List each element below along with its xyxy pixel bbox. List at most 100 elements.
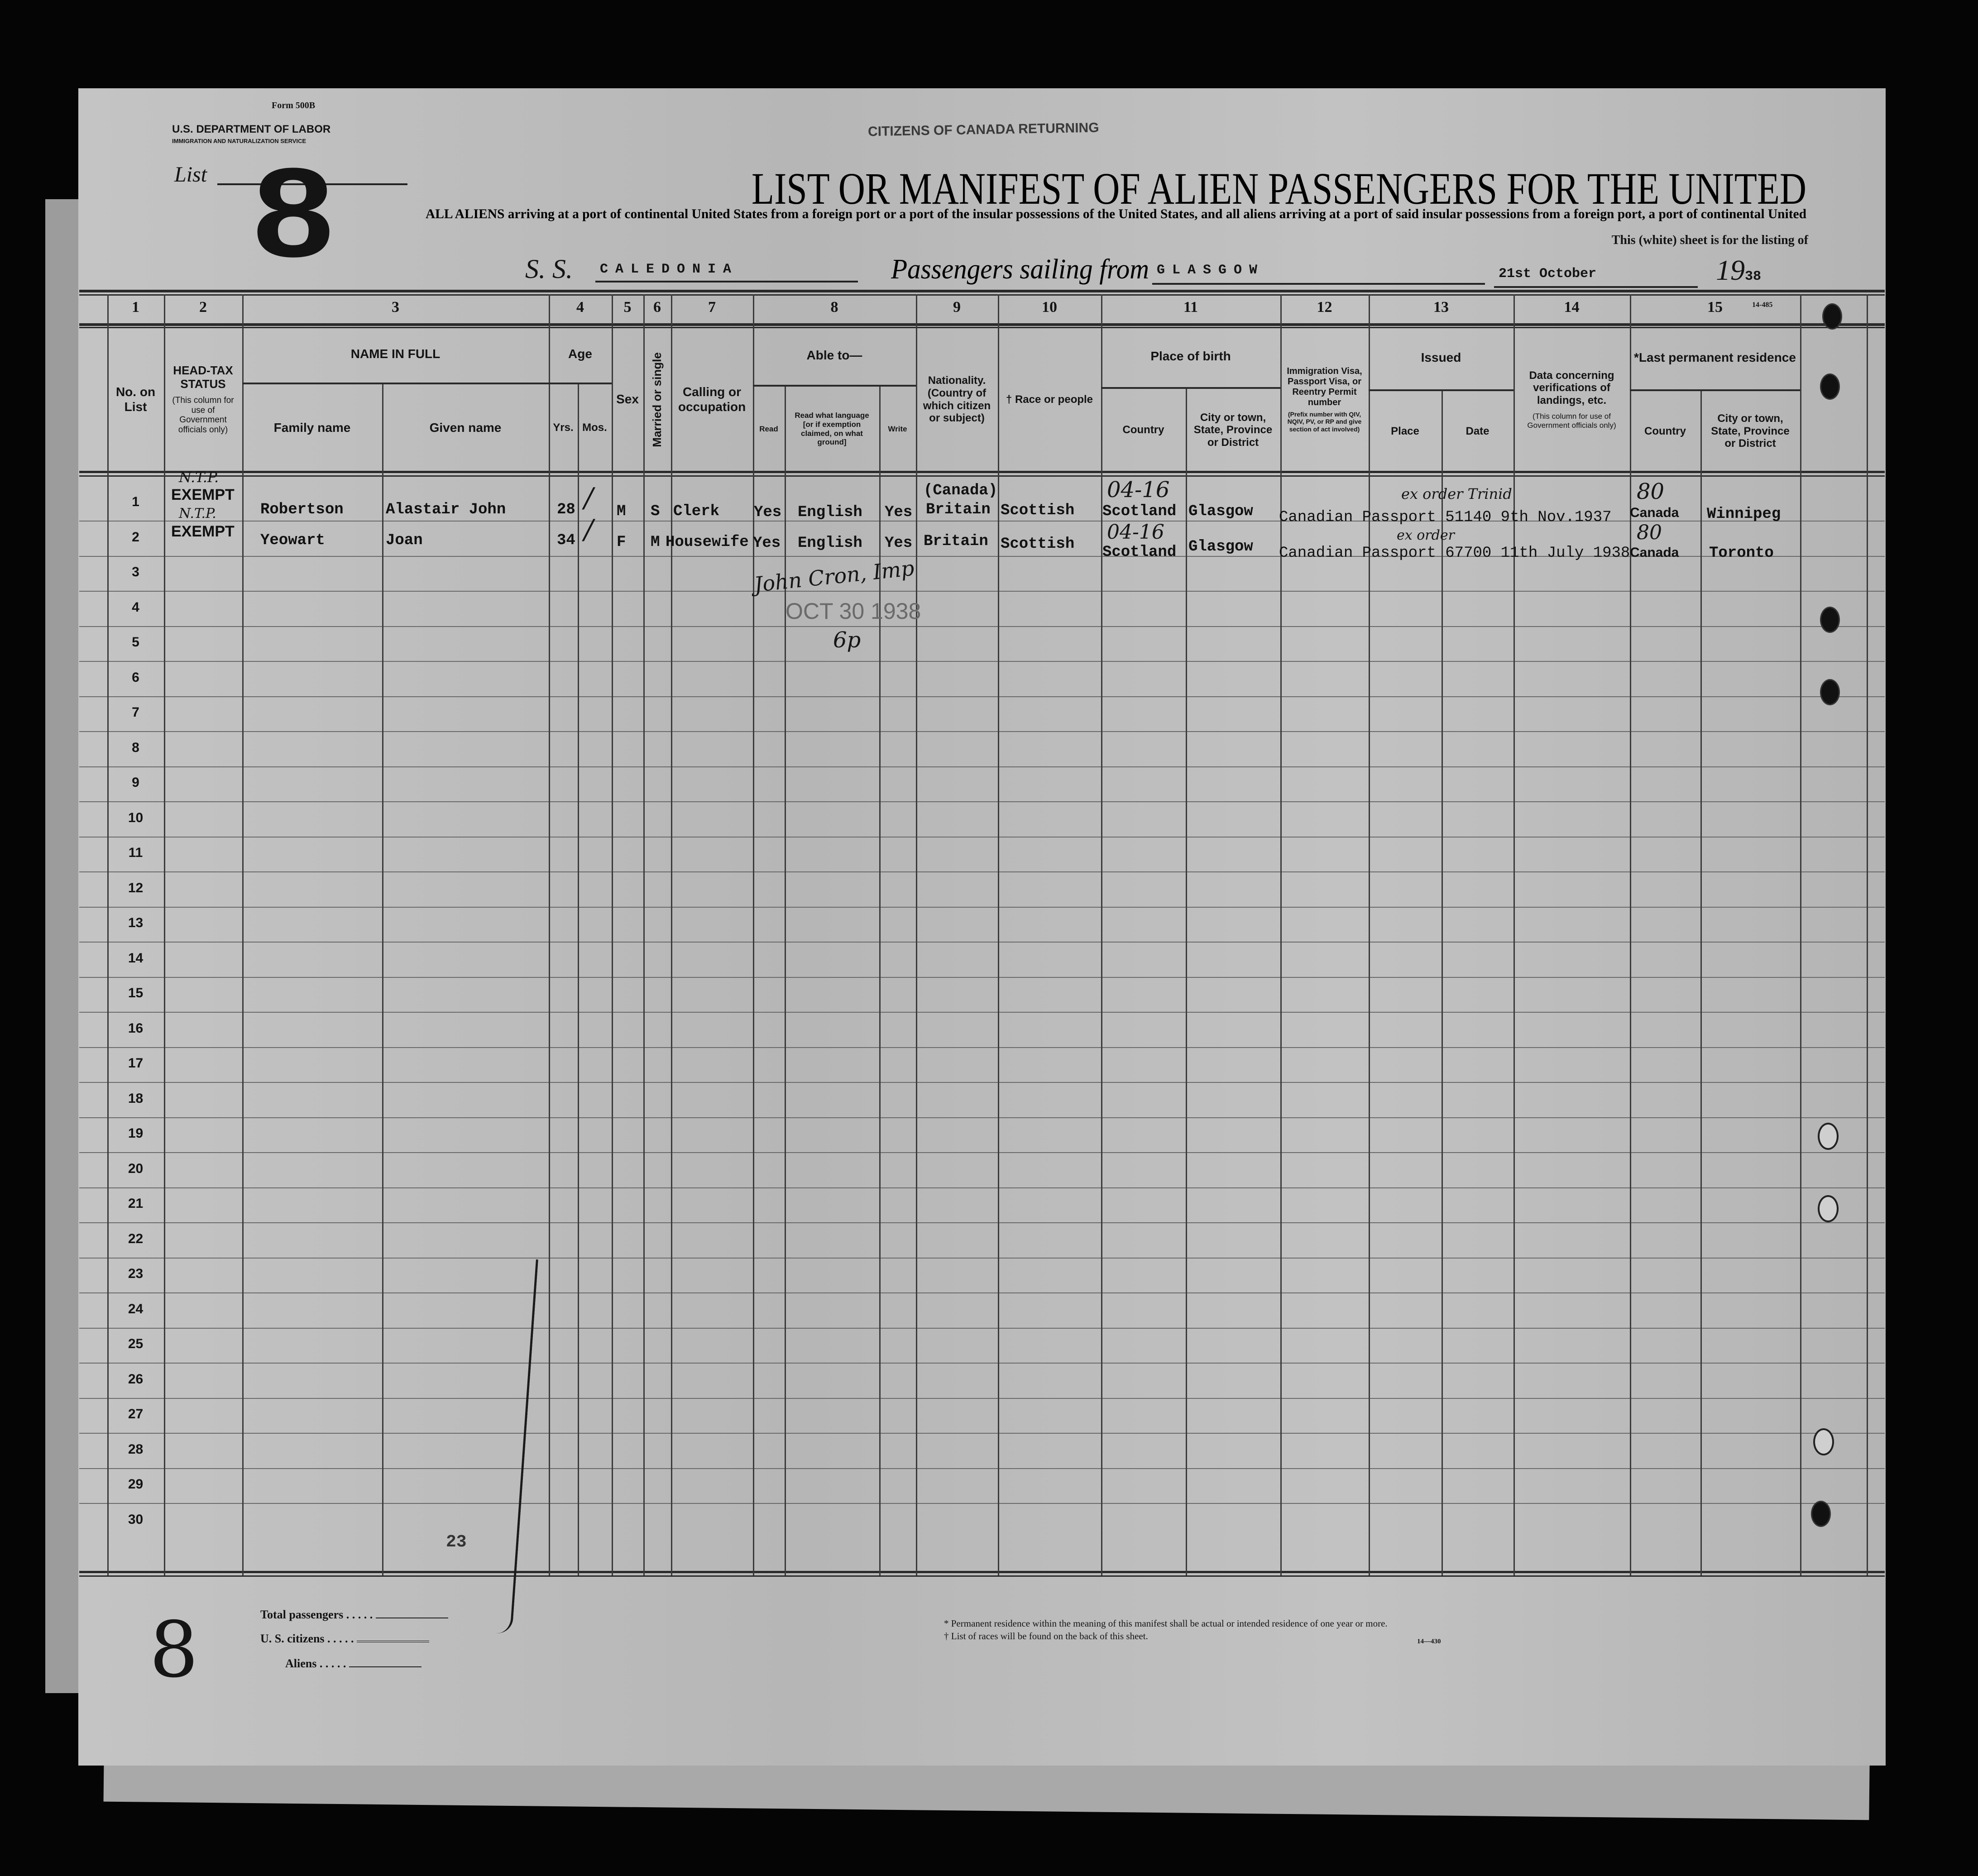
- header-read-language: Read what language [or if exemption clai…: [795, 411, 869, 447]
- row-line: [79, 942, 1885, 943]
- row-number: 29: [128, 1477, 144, 1492]
- marital-status: S: [651, 503, 660, 520]
- row-number: 1: [132, 494, 139, 509]
- row-number: 15: [128, 986, 144, 1000]
- punch-hole: [1818, 1123, 1839, 1150]
- column-line: [1280, 294, 1282, 1575]
- total-passengers-label: Total passengers: [260, 1608, 344, 1621]
- row-line: [79, 626, 1885, 627]
- row-number: 20: [128, 1161, 144, 1176]
- row-number: 2: [132, 529, 139, 545]
- column-line: [879, 385, 881, 1575]
- column-line: [1513, 294, 1515, 1575]
- column-line: [164, 294, 165, 1575]
- punch-hole: [1820, 607, 1840, 633]
- header-head-tax: HEAD-TAX STATUS (This column for use of …: [164, 326, 242, 473]
- horizontal-rule: [79, 327, 1885, 328]
- write: Yes: [885, 504, 913, 521]
- residence-code: 80: [1637, 521, 1662, 544]
- sex: F: [617, 534, 626, 551]
- column-line: [1800, 294, 1801, 1575]
- header-divider: [1101, 387, 1280, 389]
- column-line: [612, 294, 613, 1575]
- header-divider: [242, 383, 549, 384]
- column-line: [1630, 294, 1631, 1575]
- row-number: 17: [128, 1056, 144, 1071]
- header-calling: Calling or occupation: [678, 385, 746, 414]
- form-code: 14—430: [1417, 1638, 1441, 1645]
- header-visa: Immigration Visa, Passport Visa, or Reen…: [1280, 326, 1369, 473]
- punch-hole: [1813, 1428, 1834, 1455]
- sailing-date: 21st October: [1499, 266, 1597, 282]
- header-pob-city: City or town, State, Province or Distric…: [1193, 411, 1273, 449]
- header-sex: Sex: [616, 392, 639, 407]
- header-name-in-full: NAME IN FULL: [350, 347, 441, 361]
- column-number: 6: [653, 299, 661, 316]
- column-number: 4: [576, 299, 584, 316]
- column-number: 10: [1042, 299, 1057, 316]
- row-number: 26: [128, 1371, 144, 1387]
- column-line: [785, 385, 786, 1575]
- column-line: [753, 294, 754, 1575]
- column-line: [1700, 389, 1702, 1575]
- column-line: [107, 294, 109, 1575]
- header-divider: [1369, 389, 1513, 391]
- birth-city: Glasgow: [1188, 503, 1253, 520]
- row-number: 27: [128, 1407, 144, 1421]
- marital-status: M: [651, 534, 660, 551]
- passport-handwritten: ex order: [1397, 527, 1455, 543]
- row-line: [79, 555, 1885, 557]
- row-number: 30: [128, 1512, 144, 1527]
- row-line: [79, 801, 1885, 802]
- department: U.S. DEPARTMENT OF LABOR: [172, 123, 331, 135]
- row-line: [79, 1187, 1885, 1188]
- us-citizens-line: [357, 1641, 430, 1642]
- passport: Canadian Passport 67700 11th July 1938: [1279, 545, 1630, 562]
- horizontal-rule: [79, 471, 1885, 473]
- column-number: 15: [1707, 299, 1723, 316]
- column-line: [643, 294, 645, 1575]
- header-mos: Mos.: [582, 421, 607, 434]
- header-issued-date: Date: [1466, 425, 1489, 437]
- subtitle: ALL ALIENS arriving at a port of contine…: [426, 206, 1806, 221]
- punch-hole: [1822, 303, 1842, 330]
- row-number: 21: [128, 1196, 144, 1211]
- list-line: [217, 183, 407, 185]
- header-given-name: Given name: [429, 420, 502, 435]
- footnote-races: † List of races will be found on the bac…: [944, 1631, 1148, 1642]
- head-tax-label: HEAD-TAX STATUS: [173, 363, 233, 391]
- race: Scottish: [1001, 502, 1075, 519]
- punch-hole: [1820, 679, 1840, 705]
- language: English: [798, 504, 862, 521]
- header-res-country: Country: [1644, 425, 1686, 437]
- header-married: Married or single: [643, 326, 671, 473]
- header-no-on-list: No. on List: [115, 385, 156, 414]
- horizontal-rule: [79, 323, 1885, 326]
- visa-note: (Prefix number with QIV, NQIV, PV, or RP…: [1287, 411, 1362, 433]
- row-number: 5: [132, 635, 139, 650]
- given-name: Joan: [386, 532, 423, 549]
- row-line: [79, 1327, 1885, 1329]
- port-line: [1152, 283, 1485, 285]
- column-line: [1369, 294, 1370, 1575]
- row-number: 8: [132, 740, 139, 755]
- column-line: [1867, 294, 1868, 1575]
- year-prefix: 19: [1716, 254, 1745, 286]
- row-line: [79, 1433, 1885, 1434]
- us-citizens-label: U. S. citizens: [260, 1632, 325, 1645]
- manifest-title: LIST OR MANIFEST OF ALIEN PASSENGERS FOR…: [752, 163, 1806, 211]
- header-pob-country: Country: [1122, 424, 1164, 436]
- header-res-city: City or town, State, Province or Distric…: [1711, 412, 1790, 450]
- row-number: 16: [128, 1020, 144, 1036]
- header-last-residence: *Last permanent residence: [1634, 350, 1796, 364]
- ss-label: S. S.: [525, 254, 573, 284]
- aliens-label: Aliens: [285, 1657, 317, 1670]
- header-write: Write: [888, 424, 907, 433]
- row-line: [79, 766, 1885, 767]
- subtitle-text: ALL ALIENS arriving at a port of contine…: [426, 206, 1806, 221]
- residence-code: 80: [1637, 479, 1665, 504]
- dots: . . . . .: [327, 1632, 354, 1645]
- row-line: [79, 1257, 1885, 1259]
- head-tax-status: EXEMPT: [171, 523, 235, 540]
- passport: Canadian Passport 51140 9th Nov.1937: [1279, 509, 1612, 526]
